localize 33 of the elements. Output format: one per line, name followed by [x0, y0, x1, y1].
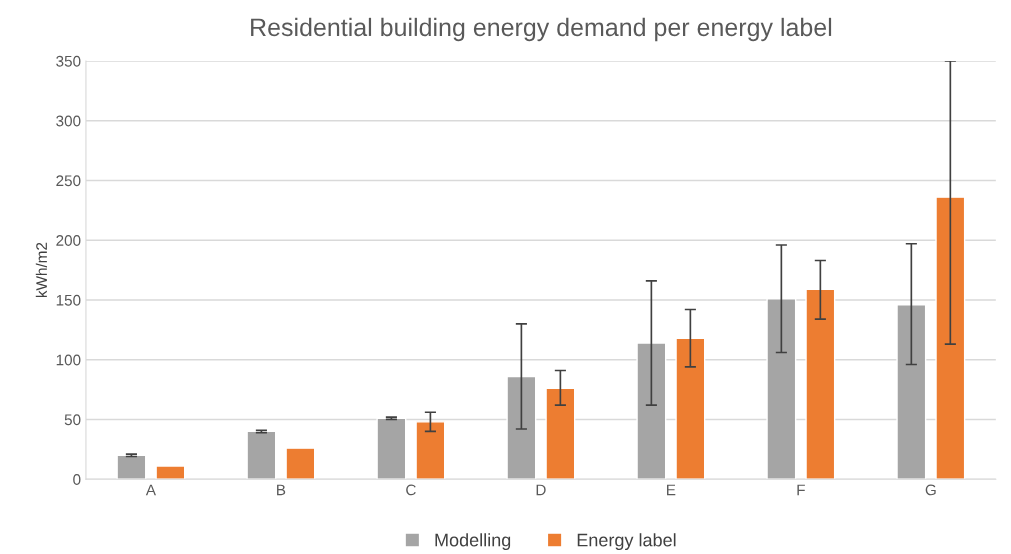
- bar: [285, 447, 316, 480]
- legend-label: Modelling: [435, 533, 511, 551]
- y-tick-label: 100: [56, 354, 81, 366]
- chart-title: Residential building energy demand per energy label: [251, 17, 832, 42]
- y-tick-label: 200: [56, 235, 81, 246]
- bar: [675, 337, 706, 480]
- y-tick-label: 250: [56, 175, 81, 187]
- bar: [506, 375, 537, 480]
- x-tick-label: E: [667, 484, 676, 496]
- bar: [116, 454, 147, 480]
- x-tick-label: D: [536, 484, 546, 496]
- x-tick-label: C: [406, 484, 416, 496]
- bar: [636, 342, 667, 480]
- x-tick-label: G: [925, 484, 936, 496]
- bar: [155, 465, 186, 480]
- x-tick-label: F: [797, 484, 805, 496]
- bar: [545, 387, 576, 480]
- x-tick-label: A: [145, 484, 156, 496]
- y-tick-label: 0: [73, 474, 81, 485]
- y-axis-title: kWh/m2: [35, 242, 48, 298]
- y-tick-label: 300: [56, 115, 81, 127]
- bar: [935, 196, 966, 480]
- bar: [376, 417, 407, 480]
- y-tick-label: 350: [56, 55, 81, 67]
- bar: [805, 288, 836, 480]
- legend-label: Energy label: [577, 533, 676, 551]
- bar: [415, 421, 446, 480]
- y-tick-label: 50: [64, 414, 81, 426]
- bar: [766, 298, 797, 480]
- bar: [896, 304, 927, 480]
- y-tick-label: 150: [56, 294, 81, 306]
- bar: [246, 430, 277, 480]
- x-tick-label: B: [277, 484, 286, 496]
